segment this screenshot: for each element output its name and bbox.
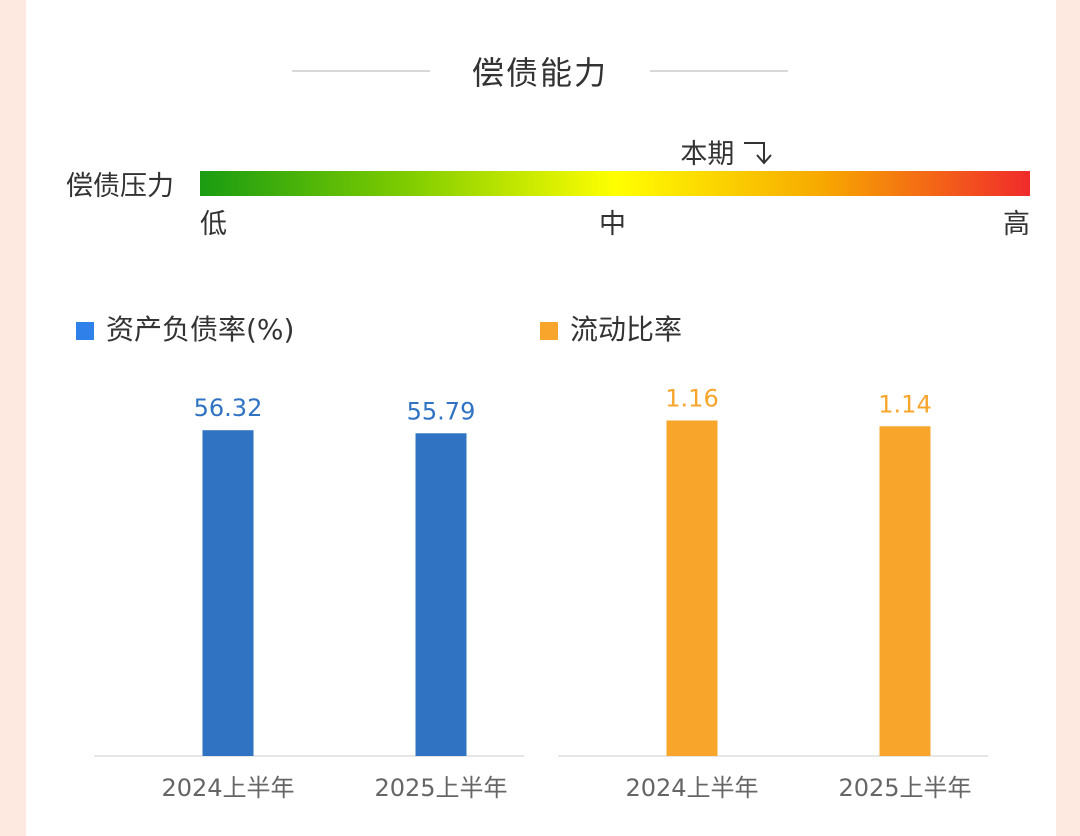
- legend-debt-ratio: 资产负债率(%): [76, 308, 294, 348]
- header-divider-left: [292, 70, 430, 72]
- legend-debt-ratio-label: 资产负债率(%): [106, 308, 294, 348]
- arrow-turn-down-icon: [742, 138, 772, 166]
- pressure-gauge-bar: [200, 171, 1030, 196]
- bar-2: [416, 433, 467, 756]
- gauge-mid-label: 中: [599, 202, 626, 241]
- data-label-1: 56.32: [194, 394, 263, 422]
- current-ratio-chart: 1.16 2024上半年 1.14 2025上半年: [558, 360, 988, 830]
- category-label-1: 2024上半年: [161, 774, 294, 802]
- section-header: 偿债能力: [26, 40, 1056, 100]
- legend-current-ratio: 流动比率: [540, 308, 682, 348]
- bar-2: [880, 426, 931, 756]
- category-label-2: 2025上半年: [374, 774, 507, 802]
- legend-current-ratio-label: 流动比率: [570, 308, 682, 348]
- gauge-high-label: 高: [1003, 202, 1030, 241]
- gauge-low-label: 低: [200, 202, 227, 241]
- category-label-2: 2025上半年: [838, 774, 971, 802]
- solvency-card: 偿债能力 偿债压力 本期 低 中 高 资产负债率(%) 流动比率 56.32 20…: [26, 0, 1056, 836]
- current-period-label: 本期: [680, 132, 734, 171]
- legend-swatch-orange: [540, 322, 558, 340]
- bar-1: [203, 430, 254, 756]
- data-label-2: 55.79: [407, 397, 476, 425]
- gauge-label: 偿债压力: [66, 164, 174, 203]
- header-divider-right: [650, 70, 788, 72]
- legend-swatch-blue: [76, 322, 94, 340]
- data-label-2: 1.14: [878, 390, 931, 418]
- current-period-marker: 本期: [680, 132, 772, 171]
- section-title: 偿债能力: [430, 48, 650, 94]
- data-label-1: 1.16: [665, 384, 718, 412]
- debt-ratio-chart: 56.32 2024上半年 55.79 2025上半年: [94, 360, 524, 830]
- bar-1: [667, 420, 718, 756]
- category-label-1: 2024上半年: [625, 774, 758, 802]
